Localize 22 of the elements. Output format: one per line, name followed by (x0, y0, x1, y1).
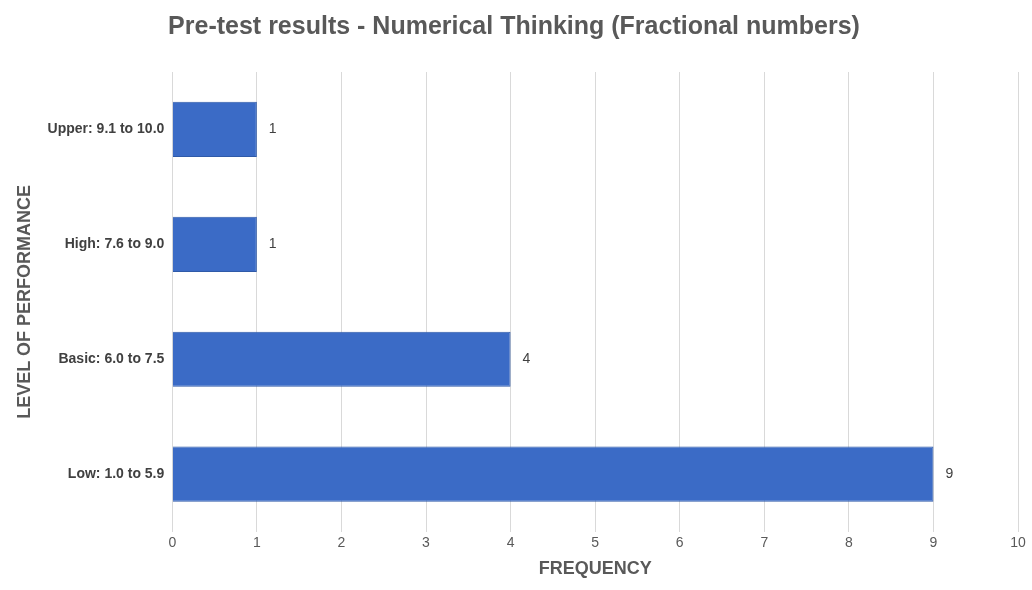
x-tick-label: 1 (252, 533, 261, 550)
data-label: 1 (268, 235, 277, 252)
x-tick-label: 9 (929, 533, 938, 550)
x-tick-label: 5 (591, 533, 600, 550)
y-tick-label: Basic: 6.0 to 7.5 (58, 350, 165, 367)
y-tick-label: Upper: 9.1 to 10.0 (47, 120, 165, 137)
x-tick-label: 3 (422, 533, 431, 550)
x-tick-label: 10 (1010, 533, 1026, 550)
x-tick-label: 2 (337, 533, 346, 550)
data-label: 9 (945, 465, 954, 482)
x-axis-title: FREQUENCY (538, 558, 652, 579)
x-tick-label: 0 (168, 533, 177, 550)
x-tick-label: 4 (506, 533, 515, 550)
data-label: 1 (268, 120, 277, 137)
data-label: 4 (522, 350, 531, 367)
x-tick-label: 6 (675, 533, 684, 550)
x-tick-label: 7 (760, 533, 769, 550)
y-tick-label: High: 7.6 to 9.0 (64, 235, 165, 252)
chart-title: Pre-test results - Numerical Thinking (Fractional numbers) (168, 10, 860, 39)
y-axis-title: LEVEL OF PERFORMANCE (13, 184, 34, 419)
y-tick-label: Low: 1.0 to 5.9 (67, 465, 165, 482)
x-tick-label: 8 (844, 533, 853, 550)
